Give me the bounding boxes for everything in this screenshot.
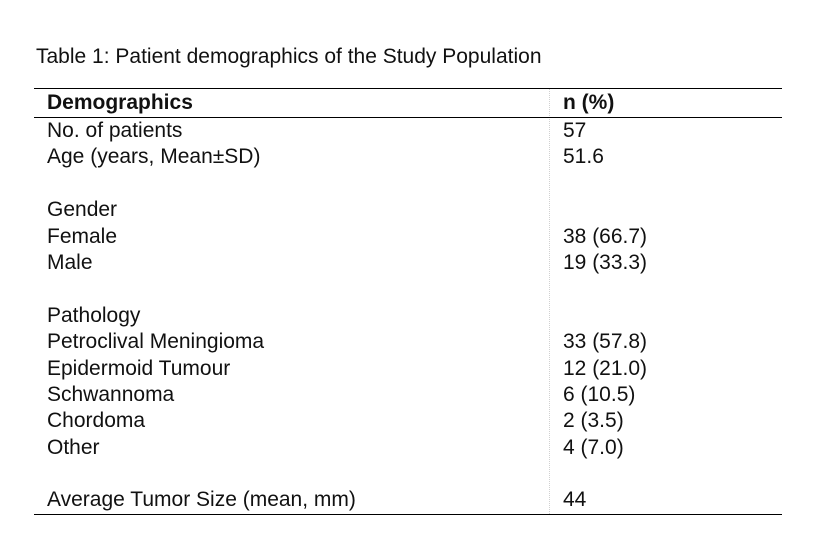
row-label: Male — [47, 250, 93, 274]
spacer-row — [34, 276, 782, 302]
header-demographics: Demographics — [47, 91, 193, 114]
row-label: Average Tumor Size (mean, mm) — [47, 488, 356, 512]
spacer-row — [34, 171, 782, 197]
row-label: Age (years, Mean±SD) — [47, 145, 261, 169]
header-n-percent: n (%) — [563, 91, 615, 114]
row-label: Pathology — [47, 303, 141, 327]
row-value: 12 (21.0) — [563, 356, 648, 380]
row-value: 4 (7.0) — [563, 435, 624, 459]
table-row: Other 4 (7.0) — [34, 435, 782, 461]
row-value: 57 — [563, 119, 587, 142]
row-label: Chordoma — [47, 409, 146, 433]
row-value: 19 (33.3) — [563, 250, 648, 274]
row-value: 44 — [563, 488, 587, 512]
row-label: Female — [47, 224, 118, 248]
table-row: Schwannoma 6 (10.5) — [34, 382, 782, 408]
column-divider — [549, 89, 550, 514]
table-row: Female 38 (66.7) — [34, 224, 782, 250]
row-label: Petroclival Meningioma — [47, 330, 265, 354]
row-label: Other — [47, 435, 100, 459]
table-row: Pathology — [34, 303, 782, 329]
row-value: 38 (66.7) — [563, 224, 648, 248]
row-label: Gender — [47, 198, 118, 222]
table-row: Chordoma 2 (3.5) — [34, 408, 782, 434]
row-label: No. of patients — [47, 119, 183, 142]
table-row: Age (years, Mean±SD) 51.6 — [34, 144, 782, 170]
table-row: Average Tumor Size (mean, mm) 44 — [34, 487, 782, 513]
row-label: Epidermoid Tumour — [47, 356, 231, 380]
table-row: Petroclival Meningioma 33 (57.8) — [34, 329, 782, 355]
row-value: 51.6 — [563, 145, 604, 169]
row-value: 2 (3.5) — [563, 409, 624, 433]
row-value: 6 (10.5) — [563, 382, 636, 406]
spacer-row — [34, 461, 782, 487]
table-header-row: Demographics n (%) — [34, 89, 782, 118]
table-caption: Table 1: Patient demographics of the Stu… — [36, 45, 542, 68]
row-value: 33 (57.8) — [563, 330, 648, 354]
table-row: Epidermoid Tumour 12 (21.0) — [34, 356, 782, 382]
table-row: Gender — [34, 197, 782, 223]
demographics-table: Demographics n (%) No. of patients 57 Ag… — [34, 88, 782, 515]
table-row: No. of patients 57 — [34, 118, 782, 144]
table-row: Male 19 (33.3) — [34, 250, 782, 276]
row-label: Schwannoma — [47, 382, 175, 406]
